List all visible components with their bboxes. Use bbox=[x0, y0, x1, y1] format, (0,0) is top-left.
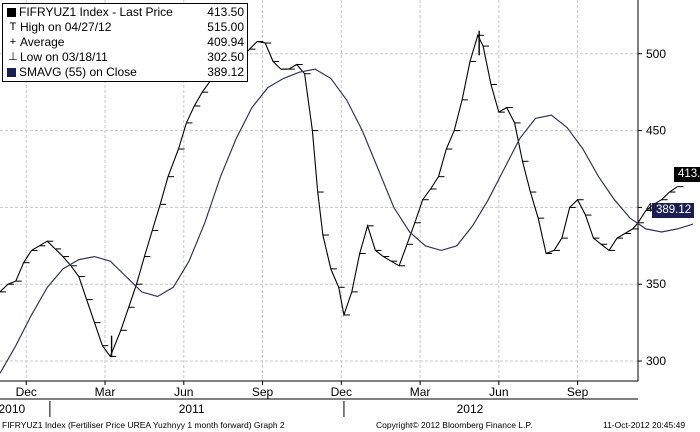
sma-swatch-icon bbox=[7, 68, 16, 77]
x-tick-label: Sep bbox=[252, 385, 274, 399]
x-tick-label: Mar bbox=[410, 385, 431, 399]
chart-frame bbox=[0, 0, 639, 400]
y-tick-label: 500 bbox=[646, 47, 666, 61]
y-axis: 300350400450500 bbox=[638, 47, 666, 368]
legend-label: Average bbox=[20, 35, 65, 49]
x-tick-label: Dec bbox=[16, 385, 37, 399]
y-tick-label: 350 bbox=[646, 277, 666, 291]
legend-row-sma: SMAVG (55) on Close 389.12 bbox=[6, 65, 244, 80]
y-tick-label: 450 bbox=[646, 124, 666, 138]
low-marker-icon: ⊥ bbox=[8, 51, 18, 63]
year-label: 2012 bbox=[457, 402, 484, 416]
price-series-line bbox=[0, 33, 678, 358]
y-tick-label: 300 bbox=[646, 354, 666, 368]
last-price-tag: 413.50 bbox=[674, 167, 700, 182]
chart-footer: FIFRYUZ1 Index (Fertiliser Price UREA Yu… bbox=[0, 418, 700, 432]
legend-value: 389.12 bbox=[207, 65, 244, 79]
sma-value-tag: 389.12 bbox=[652, 203, 695, 218]
legend-value: 413.50 bbox=[207, 5, 244, 19]
year-label: 2010 bbox=[0, 402, 25, 416]
legend-row-high: T High on 04/27/12 515.00 bbox=[6, 20, 244, 35]
sma-series-line bbox=[0, 68, 694, 374]
legend-row-average: + Average 409.94 bbox=[6, 35, 244, 50]
legend-value: 409.94 bbox=[207, 35, 244, 49]
legend-row-low: ⊥ Low on 03/18/11 302.50 bbox=[6, 50, 244, 65]
legend-label: High on 04/27/12 bbox=[20, 20, 112, 34]
legend-label: FIFRYUZ1 Index - Last Price bbox=[19, 5, 173, 19]
x-tick-label: Sep bbox=[567, 385, 589, 399]
x-tick-label: Jun bbox=[174, 385, 193, 399]
legend-row-last-price: FIFRYUZ1 Index - Last Price 413.50 bbox=[6, 5, 244, 20]
footer-timestamp: 11-Oct-2012 20:45:49 bbox=[603, 420, 686, 430]
x-tick-label: Dec bbox=[331, 385, 352, 399]
legend-label: Low on 03/18/11 bbox=[20, 50, 108, 64]
legend-value: 515.00 bbox=[207, 20, 244, 34]
legend-label: SMAVG (55) on Close bbox=[19, 65, 137, 79]
chart-legend: FIFRYUZ1 Index - Last Price 413.50 T Hig… bbox=[2, 3, 248, 82]
year-label: 2011 bbox=[179, 402, 205, 416]
x-tick-label: Jun bbox=[489, 385, 508, 399]
footer-description: FIFRYUZ1 Index (Fertiliser Price UREA Yu… bbox=[2, 420, 285, 430]
footer-copyright: Copyright© 2012 Bloomberg Finance L.P. bbox=[376, 420, 533, 430]
chart-series bbox=[0, 30, 694, 374]
x-axis: Dec Mar Jun Sep Dec Mar Jun Sep 2010 2011 2012 bbox=[0, 381, 589, 417]
average-marker-icon: + bbox=[9, 36, 17, 48]
legend-value: 302.50 bbox=[207, 50, 244, 64]
x-tick-label: Mar bbox=[95, 385, 116, 399]
high-marker-icon: T bbox=[9, 21, 17, 33]
swatch-icon bbox=[7, 8, 16, 17]
chart-grid bbox=[0, 0, 638, 381]
